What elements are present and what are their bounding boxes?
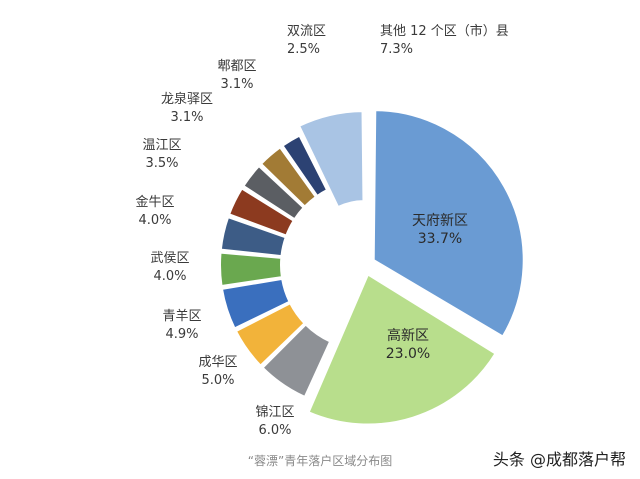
slice-label-value: 4.0% — [153, 269, 186, 284]
pie-slice — [234, 301, 306, 367]
pie-slice — [281, 134, 329, 198]
slice-label: 青羊区 4.9% — [162, 308, 201, 342]
slice-label-value: 3.1% — [220, 77, 253, 92]
slice-label-name: 其他 12 个区（市）县 — [380, 23, 509, 39]
slice-label-name: 天府新区 — [412, 213, 468, 229]
pie-slice — [297, 110, 365, 209]
slice-label-value: 4.0% — [138, 213, 171, 228]
pie-slice — [219, 251, 284, 288]
slice-label-name: 金牛区 — [135, 194, 174, 210]
slice-label-name: 青羊区 — [162, 308, 201, 324]
pie-slice — [259, 146, 318, 208]
slice-label-name: 郫都区 — [217, 58, 256, 74]
slice-label: 天府新区 33.7% — [412, 213, 468, 247]
slice-label-value: 5.0% — [201, 373, 234, 388]
slice-label: 其他 12 个区（市）县 7.3% — [380, 23, 509, 57]
slice-label: 成华区 5.0% — [198, 355, 237, 388]
chart-caption: “蓉漂”青年落户区域分布图 — [247, 454, 393, 468]
pie-slice — [219, 215, 287, 258]
pie-slice — [227, 187, 296, 237]
slice-label: 金牛区 4.0% — [135, 194, 174, 228]
slice-label: 锦江区 6.0% — [255, 405, 294, 438]
slice-label-value: 3.1% — [170, 110, 203, 125]
pie-slice — [307, 273, 497, 426]
slice-label-value: 4.9% — [165, 327, 198, 342]
slice-label-name: 成华区 — [198, 355, 237, 370]
slice-label-name: 温江区 — [142, 138, 181, 153]
slice-label: 龙泉驿区 3.1% — [161, 91, 213, 125]
slice-label-value: 6.0% — [258, 423, 291, 438]
slice-label-name: 高新区 — [387, 327, 429, 344]
slice-label-value: 2.5% — [287, 42, 320, 57]
slice-label: 双流区 2.5% — [287, 24, 326, 57]
pie-slice — [372, 109, 525, 338]
slice-label: 温江区 3.5% — [142, 138, 181, 171]
pie-slice — [242, 164, 305, 221]
slice-label: 郫都区 3.1% — [217, 58, 256, 92]
slice-label-value: 33.7% — [418, 231, 462, 247]
slice-label-name: 双流区 — [287, 24, 326, 39]
pie-slice — [261, 323, 332, 399]
slice-label-value: 23.0% — [386, 346, 430, 362]
slice-label: 武侯区 4.0% — [150, 251, 189, 284]
slice-label-name: 锦江区 — [255, 405, 294, 420]
slice-label-value: 7.3% — [380, 42, 413, 57]
watermark: 头条 @成都落户帮 — [492, 450, 626, 469]
slice-label-name: 龙泉驿区 — [161, 91, 213, 107]
slice-label: 高新区 23.0% — [386, 327, 430, 362]
pie-slice — [220, 277, 291, 330]
slice-label-value: 3.5% — [145, 156, 178, 171]
slice-label-name: 武侯区 — [150, 251, 189, 266]
